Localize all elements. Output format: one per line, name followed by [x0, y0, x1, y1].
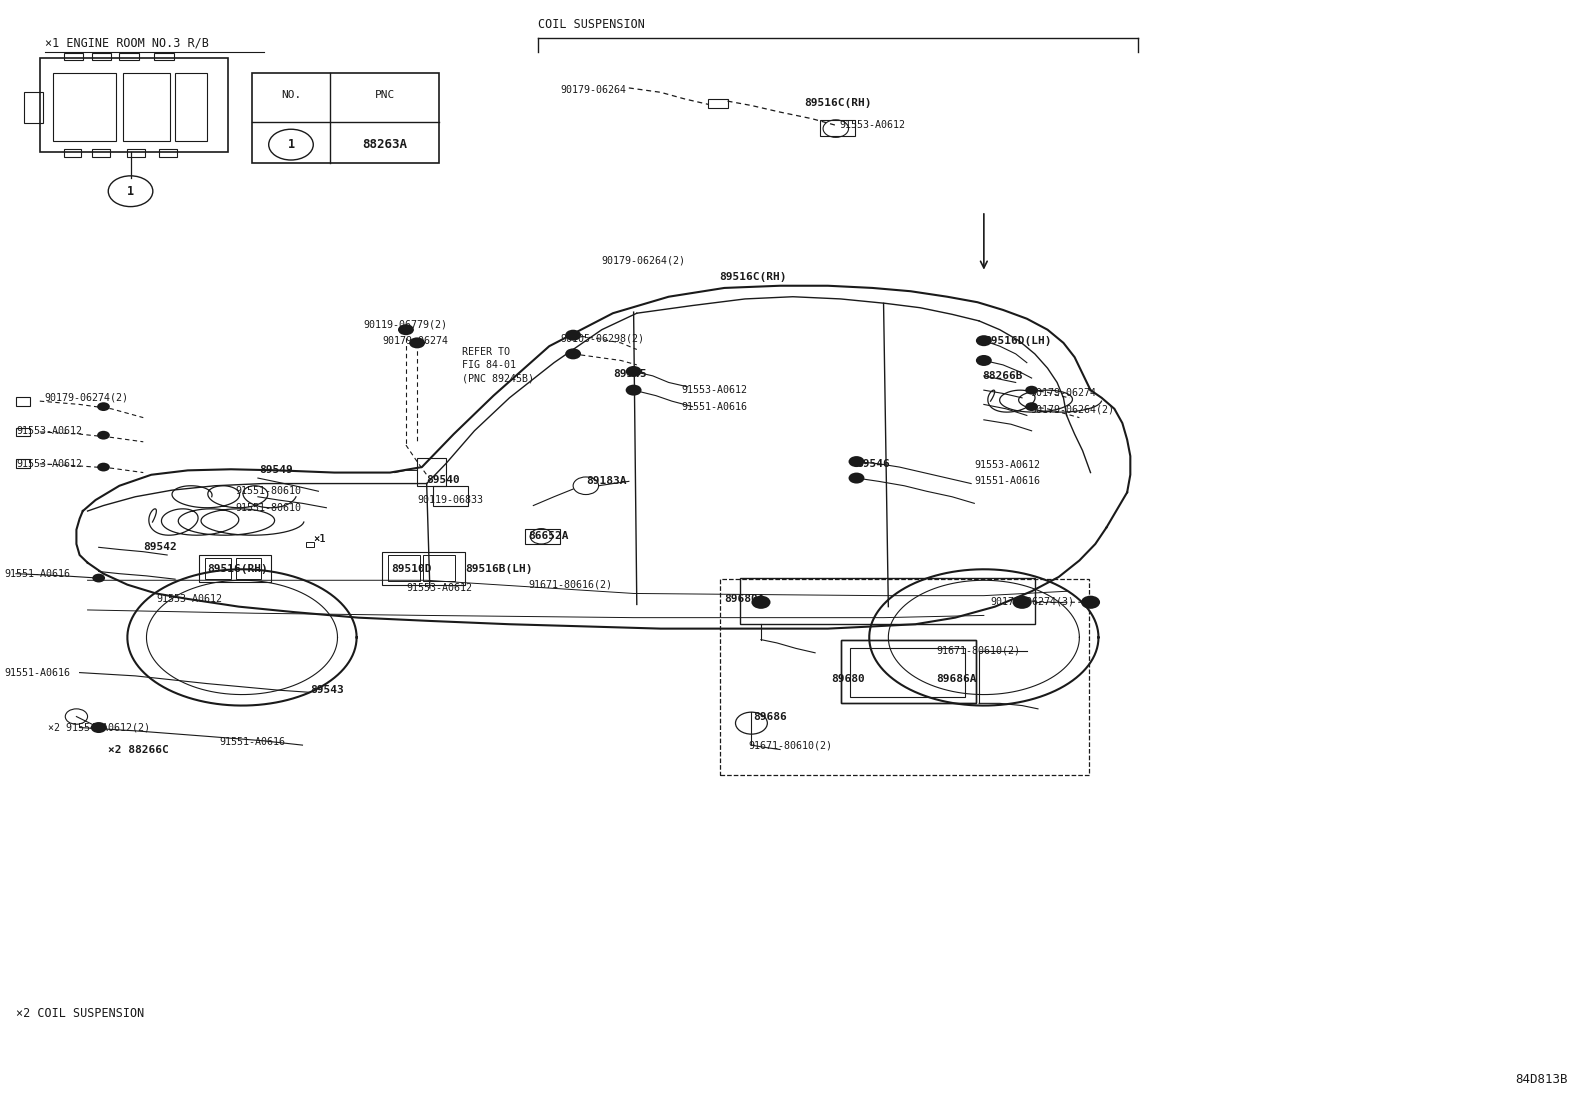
Circle shape — [849, 456, 864, 467]
Circle shape — [1025, 386, 1038, 395]
Text: 91671-80616(2): 91671-80616(2) — [529, 579, 613, 590]
Circle shape — [97, 463, 110, 471]
Text: ×1 ENGINE ROOM NO.3 R/B: ×1 ENGINE ROOM NO.3 R/B — [45, 36, 209, 49]
Text: 86652A: 86652A — [529, 531, 568, 542]
Circle shape — [1013, 596, 1032, 609]
Text: 89686: 89686 — [753, 711, 786, 722]
Text: 89680A: 89680A — [724, 593, 764, 604]
Circle shape — [1081, 596, 1100, 609]
Circle shape — [1025, 402, 1038, 411]
Text: 90179-06264: 90179-06264 — [560, 85, 626, 96]
Text: 89546: 89546 — [856, 458, 890, 469]
Text: 91553-A0612: 91553-A0612 — [156, 593, 221, 604]
Text: 91671-80610(2): 91671-80610(2) — [748, 740, 833, 751]
Text: 90179-06274: 90179-06274 — [382, 335, 447, 346]
Text: 90179-06274: 90179-06274 — [1030, 388, 1095, 399]
Text: ×2 91554-A0612(2): ×2 91554-A0612(2) — [48, 722, 150, 733]
Circle shape — [751, 596, 771, 609]
Text: 1: 1 — [127, 185, 134, 198]
Text: 88266B: 88266B — [982, 370, 1022, 381]
Text: FIG 84-01: FIG 84-01 — [462, 359, 516, 370]
Text: REFER TO: REFER TO — [462, 346, 509, 357]
Text: 91553-A0612: 91553-A0612 — [839, 120, 904, 131]
Circle shape — [849, 473, 864, 484]
Text: 89510D: 89510D — [392, 564, 431, 575]
Circle shape — [97, 431, 110, 440]
Circle shape — [92, 574, 105, 582]
Text: 89516C(RH): 89516C(RH) — [804, 98, 871, 109]
Circle shape — [976, 355, 992, 366]
Circle shape — [976, 335, 992, 346]
Text: 1: 1 — [288, 138, 295, 152]
Text: 91553-A0612: 91553-A0612 — [16, 425, 81, 436]
Text: 90105-06298(2): 90105-06298(2) — [560, 333, 645, 344]
Text: 89680: 89680 — [831, 674, 864, 685]
Circle shape — [626, 366, 642, 377]
Text: ×1: ×1 — [314, 533, 326, 544]
Text: 91551-80610: 91551-80610 — [236, 486, 301, 497]
Text: ×1: ×1 — [314, 533, 326, 544]
Text: COIL SUSPENSION: COIL SUSPENSION — [538, 18, 645, 31]
Text: 91551-A0616: 91551-A0616 — [681, 401, 747, 412]
Circle shape — [565, 348, 581, 359]
Text: 89516(RH): 89516(RH) — [207, 564, 267, 575]
Text: 91551-A0616: 91551-A0616 — [5, 667, 70, 678]
Text: 91551-A0616: 91551-A0616 — [974, 476, 1040, 487]
Text: 90179-06274(3): 90179-06274(3) — [990, 596, 1075, 607]
Text: 91553-A0612: 91553-A0612 — [974, 459, 1040, 470]
Text: 91553-A0612: 91553-A0612 — [16, 458, 81, 469]
Text: 91551-80610: 91551-80610 — [236, 502, 301, 513]
Text: 89686A: 89686A — [936, 674, 976, 685]
Text: NO.: NO. — [280, 90, 301, 100]
Circle shape — [409, 337, 425, 348]
Text: 89549: 89549 — [259, 465, 293, 476]
Text: ×2 COIL SUSPENSION: ×2 COIL SUSPENSION — [16, 1007, 145, 1020]
Text: (PNC 89245B): (PNC 89245B) — [462, 373, 533, 384]
Circle shape — [97, 402, 110, 411]
Circle shape — [398, 324, 414, 335]
Text: 89516C(RH): 89516C(RH) — [720, 271, 786, 282]
Text: 90119-06779(2): 90119-06779(2) — [363, 319, 447, 330]
Text: 89516D(LH): 89516D(LH) — [984, 335, 1051, 346]
Text: 84D813B: 84D813B — [1516, 1073, 1568, 1086]
Text: 89516B(LH): 89516B(LH) — [465, 564, 532, 575]
Text: 91553-A0612: 91553-A0612 — [681, 385, 747, 396]
Text: 88263A: 88263A — [363, 138, 408, 152]
Text: 89540: 89540 — [427, 475, 460, 486]
Text: 91551-A0616: 91551-A0616 — [5, 568, 70, 579]
Text: 91551-A0616: 91551-A0616 — [220, 736, 285, 747]
Text: 90119-06833: 90119-06833 — [417, 495, 482, 506]
Text: 91553-A0612: 91553-A0612 — [406, 582, 471, 593]
Text: 89543: 89543 — [310, 685, 344, 696]
Text: 90179-06274(2): 90179-06274(2) — [45, 392, 129, 403]
Text: 89545: 89545 — [613, 368, 646, 379]
Text: ×2 88266C: ×2 88266C — [108, 744, 169, 755]
Text: 91671-80610(2): 91671-80610(2) — [936, 645, 1020, 656]
Circle shape — [626, 385, 642, 396]
Circle shape — [91, 722, 107, 733]
Text: 90179-06264(2): 90179-06264(2) — [602, 255, 686, 266]
Text: 89542: 89542 — [143, 542, 177, 553]
Circle shape — [565, 330, 581, 341]
Text: 90179-06264(2): 90179-06264(2) — [1030, 404, 1114, 415]
Text: PNC: PNC — [374, 90, 395, 100]
Text: 89183A: 89183A — [586, 476, 626, 487]
